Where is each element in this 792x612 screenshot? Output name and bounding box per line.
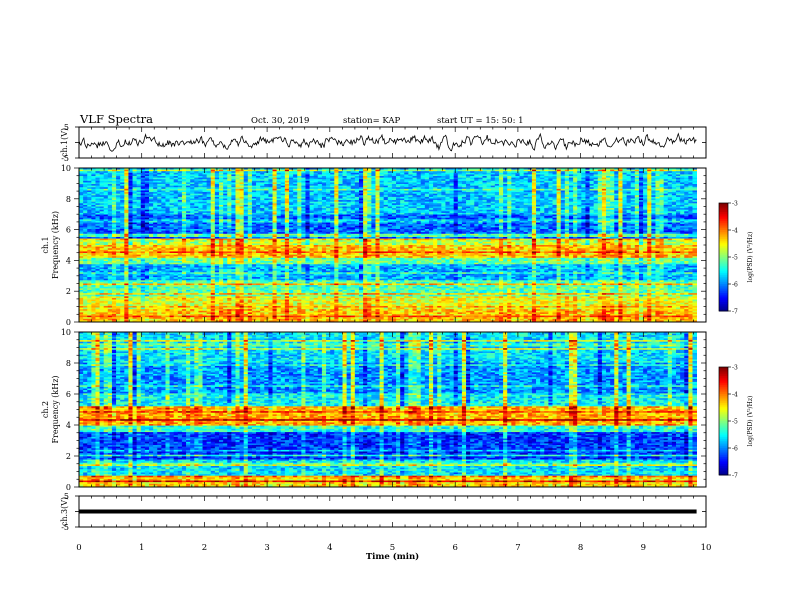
y-tick-label: 0 <box>66 318 71 327</box>
y-tick-label: 8 <box>66 359 71 368</box>
x-tick-label: 10 <box>701 543 712 553</box>
colorbar-tick-label: -5 <box>732 419 738 426</box>
x-axis-label: Time (min) <box>366 551 419 562</box>
channel-label: ch.1 <box>41 236 50 253</box>
colorbar-tick-label: -5 <box>732 255 738 262</box>
x-tick-label: 0 <box>76 543 81 553</box>
colorbar-tick-label: -7 <box>732 309 738 316</box>
y-tick-label: 6 <box>66 226 71 235</box>
x-tick-label: 3 <box>264 543 269 553</box>
colorbar-tick-label: -6 <box>732 282 738 289</box>
x-tick-label: 8 <box>578 543 583 553</box>
waveform-ylabel: ch.1(V) <box>60 128 69 157</box>
y-tick-label: 2 <box>66 287 71 296</box>
vlf-spectra-figure: VLF Spectra Oct. 30, 2019 station= KAP s… <box>0 0 792 612</box>
y-tick-label: 10 <box>61 328 71 337</box>
frequency-axis-label: Frequency (kHz) <box>51 375 60 443</box>
figure-header: VLF Spectra Oct. 30, 2019 station= KAP s… <box>79 112 524 126</box>
colorbar: -3 -4 -5 -6 -7 log(PSD) (V²/Hz) <box>719 365 754 480</box>
y-tick-label: 0 <box>66 483 71 492</box>
colorbar-label: log(PSD) (V²/Hz) <box>747 232 754 283</box>
y-tick-label: 8 <box>66 195 71 204</box>
date-label: Oct. 30, 2019 <box>251 116 309 126</box>
colorbar-tick-label: -3 <box>732 365 738 372</box>
start-time-label: start UT = 15: 50: 1 <box>437 116 524 126</box>
x-tick-label: 1 <box>139 543 144 553</box>
colorbar-tick-label: -4 <box>732 228 738 235</box>
x-tick-label: 2 <box>202 543 207 553</box>
ch2-spectrogram-panel: 0 2 4 6 8 10 ch.2 Frequency (kHz) <box>41 328 706 492</box>
spectrogram-image <box>79 168 697 322</box>
spectrogram-image <box>79 332 697 487</box>
colorbar-label: log(PSD) (V²/Hz) <box>747 396 754 447</box>
x-tick-label: 7 <box>515 543 520 553</box>
station-label: station= KAP <box>343 116 401 126</box>
colorbar: -3 -4 -5 -6 -7 log(PSD) (V²/Hz) <box>719 201 754 316</box>
colorbar-tick-label: -7 <box>732 473 738 480</box>
colorbar-tick-label: -3 <box>732 201 738 208</box>
y-tick-label: 2 <box>66 452 71 461</box>
channel-label: ch.2 <box>41 401 50 418</box>
ch1-waveform-panel: 5-5ch.1(V) <box>60 123 706 163</box>
figure-title: VLF Spectra <box>79 112 153 126</box>
ch1-spectrogram-panel: 0 2 4 6 8 10 ch.1 Frequency (kHz) <box>41 164 706 327</box>
y-tick-label: 10 <box>61 164 71 173</box>
colorbars: -3 -4 -5 -6 -7 log(PSD) (V²/Hz) -3 -4 -5 -6 -7 log(… <box>719 201 754 480</box>
y-tick-label: 4 <box>66 256 71 265</box>
x-tick-label: 9 <box>641 543 646 553</box>
y-tick-label: 4 <box>66 421 71 430</box>
colorbar-tick-label: -4 <box>732 392 738 399</box>
x-tick-label: 6 <box>452 543 457 553</box>
waveform-ylabel: ch.3(V) <box>60 497 69 526</box>
frequency-axis-label: Frequency (kHz) <box>51 211 60 279</box>
ch1-waveform-line <box>79 134 697 152</box>
colorbar-tick-label: -6 <box>732 446 738 453</box>
y-tick-label: 6 <box>66 390 71 399</box>
x-tick-label: 4 <box>327 543 332 553</box>
